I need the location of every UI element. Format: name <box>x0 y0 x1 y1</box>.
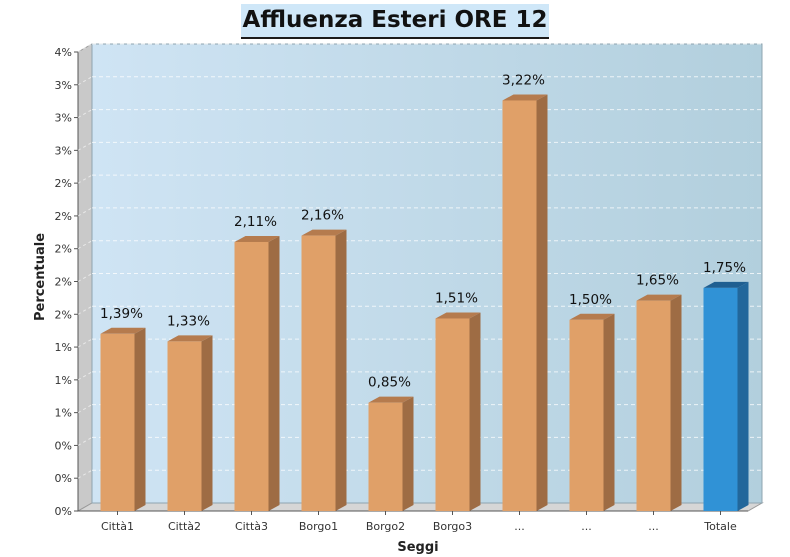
bar-front <box>569 319 604 511</box>
title-wrap: Affluenza Esteri ORE 12 <box>0 0 790 44</box>
y-tick-label: 0% <box>55 505 72 518</box>
bar-top <box>234 235 280 242</box>
bar-top <box>301 229 347 236</box>
x-tick-label: Borgo1 <box>299 520 338 533</box>
bar-top <box>502 94 548 101</box>
bar-side <box>603 313 615 511</box>
bar <box>703 281 749 511</box>
bar <box>502 94 548 511</box>
grid-line-wall <box>77 371 93 381</box>
x-axis-label: Seggi <box>397 540 438 555</box>
y-tick-label: 3% <box>55 79 72 92</box>
bar-side <box>134 327 146 511</box>
bar-front <box>636 300 671 511</box>
bar <box>569 313 615 511</box>
y-tick-label: 3% <box>55 144 72 157</box>
bar-side <box>201 335 213 511</box>
data-label: 1,50% <box>569 292 612 308</box>
y-tick-label: 0% <box>55 472 72 485</box>
bar-front <box>100 333 135 511</box>
grid-line-wall <box>77 404 93 414</box>
y-axis-label: Percentuale <box>33 233 48 321</box>
data-label: 0,85% <box>368 375 411 391</box>
bar-top <box>167 335 213 342</box>
y-tick-label: 1% <box>55 341 72 354</box>
grid-line-wall <box>77 141 93 151</box>
bar-top <box>703 281 749 288</box>
bar-top <box>569 313 615 320</box>
grid-line-wall <box>77 109 93 119</box>
grid-lines <box>77 43 762 479</box>
data-label: 2,16% <box>301 208 344 224</box>
data-labels: 1,39% 1,33% 2,11% 2,16% 0,85% 1,51% 3,22% 1,50%… <box>100 72 746 390</box>
chart-title: Affluenza Esteri ORE 12 <box>240 4 550 39</box>
data-label: 3,22% <box>502 72 545 88</box>
bar-front <box>435 318 470 511</box>
x-tick-label: Borgo3 <box>433 520 472 533</box>
bar <box>435 312 481 511</box>
bar-front <box>234 241 269 511</box>
y-tick-label: 2% <box>55 276 72 289</box>
bar-top <box>368 396 414 403</box>
grid-line-wall <box>77 436 93 446</box>
y-tick-label: 2% <box>55 210 72 223</box>
grid-line-wall <box>77 469 93 479</box>
y-tick-label: 2% <box>55 177 72 190</box>
data-label: 1,33% <box>167 313 210 329</box>
grid-line-wall <box>77 305 93 315</box>
y-tick-label: 0% <box>55 439 72 452</box>
bar-side <box>737 281 749 511</box>
bar <box>100 327 146 511</box>
data-label: 1,75% <box>703 260 746 276</box>
x-tick-label: Città2 <box>168 520 201 533</box>
x-axis-ticks: Città1 Città2 Città3 Borgo1 Borgo2 Borgo3....… <box>101 511 737 533</box>
x-tick-label: Borgo2 <box>366 520 405 533</box>
y-tick-label: 2% <box>55 243 72 256</box>
grid-line-wall <box>77 76 93 86</box>
data-label: 1,51% <box>435 290 478 306</box>
x-tick-label: ... <box>514 520 525 533</box>
bar-top <box>435 312 481 319</box>
x-tick-label: Totale <box>703 520 737 533</box>
bar <box>234 235 280 511</box>
bar-side <box>402 396 414 511</box>
y-tick-label: 4% <box>55 46 72 59</box>
bar <box>167 335 213 511</box>
grid-line-wall <box>77 338 93 348</box>
grid-line-wall <box>77 240 93 250</box>
data-label: 1,39% <box>100 306 143 322</box>
bar-top <box>100 327 146 334</box>
bar-side <box>268 235 280 511</box>
x-tick-label: ... <box>581 520 592 533</box>
bars <box>100 94 749 511</box>
bar-front <box>502 100 537 511</box>
x-tick-label: ... <box>648 520 659 533</box>
bar-front <box>703 287 738 511</box>
bar-top <box>636 294 682 301</box>
bar <box>636 294 682 511</box>
grid-line-wall <box>77 273 93 282</box>
y-tick-label: 2% <box>55 308 72 321</box>
bar-side <box>670 294 682 511</box>
grid-line-wall <box>77 43 93 53</box>
y-tick-label: 1% <box>55 374 72 387</box>
grid-line-wall <box>77 174 93 184</box>
y-tick-label: 3% <box>55 112 72 125</box>
x-tick-label: Città1 <box>101 520 134 533</box>
bar-side <box>335 229 347 511</box>
bar-side <box>536 94 548 511</box>
grid-line-wall <box>77 207 93 217</box>
y-tick-label: 1% <box>55 407 72 420</box>
data-label: 1,65% <box>636 273 679 289</box>
y-axis-ticks: 0% 0% 0% 1% 1% 1% 2% 2% 2% 2% 2% 3% 3% 3% 4% <box>55 46 78 518</box>
bar-side <box>469 312 481 511</box>
bar-front <box>167 341 202 511</box>
bar <box>301 229 347 511</box>
x-tick-label: Città3 <box>235 520 268 533</box>
bar-front <box>301 235 336 511</box>
bar-front <box>368 402 403 511</box>
bar <box>368 396 414 511</box>
data-label: 2,11% <box>234 214 277 230</box>
